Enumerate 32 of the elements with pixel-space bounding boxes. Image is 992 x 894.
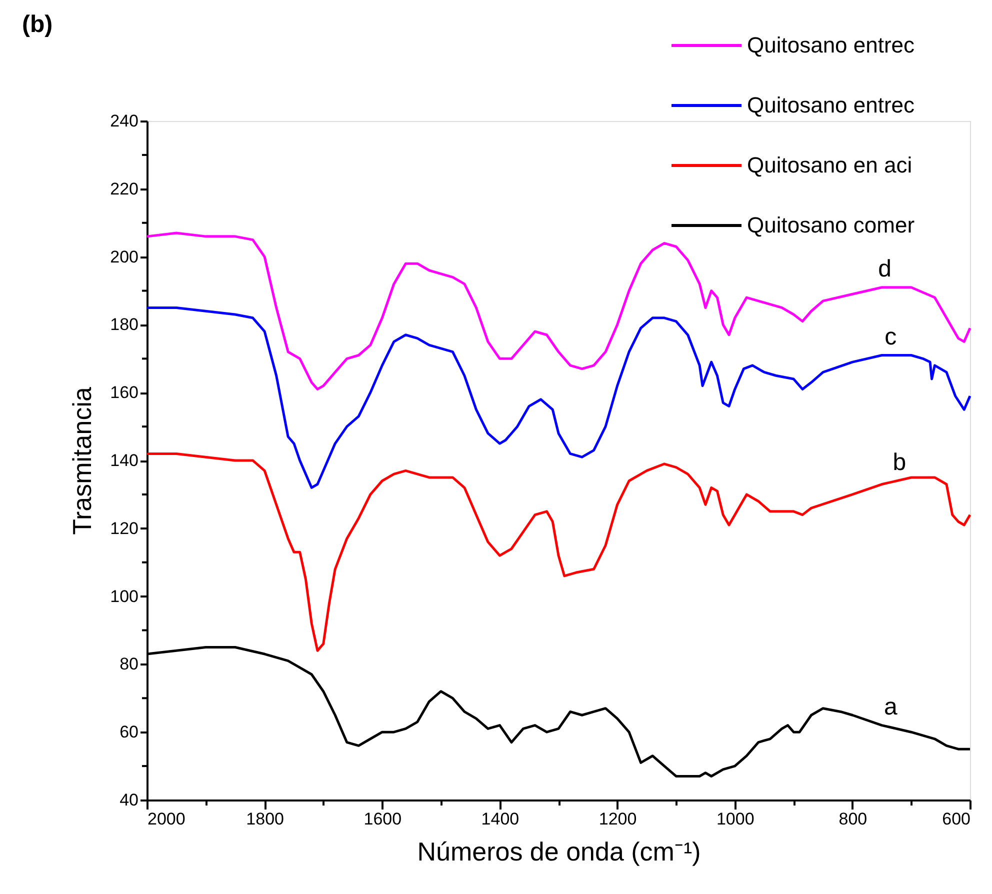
x-tick-label: 1200: [598, 810, 637, 828]
y-axis-title: Trasmitancia: [67, 386, 98, 535]
legend-label: Quitosano comer: [747, 212, 915, 238]
y-tick-label: 200: [110, 247, 138, 266]
line-series: [146, 306, 972, 489]
y-tick-label: 240: [110, 112, 138, 130]
x-tick-label: 800: [838, 810, 868, 828]
x-tick-label: 600: [942, 810, 970, 828]
y-tick-label: 40: [120, 790, 138, 810]
y-tick-label: 140: [110, 451, 138, 470]
y-tick-label: 180: [110, 315, 138, 334]
legend-label: Quitosano entrec: [747, 92, 915, 118]
y-tick-label: 160: [110, 383, 138, 402]
y-tick-label: 120: [110, 518, 138, 538]
y-tick-label: 100: [110, 586, 138, 606]
line-series: [146, 452, 972, 652]
annotation: d: [878, 255, 892, 282]
x-tick-label: 1600: [364, 810, 402, 828]
x-tick-label: 2000: [148, 810, 186, 828]
annotation: a: [884, 693, 898, 720]
annotation: b: [892, 448, 906, 476]
y-tick-label: 80: [120, 654, 138, 674]
x-tick-label: 1000: [716, 810, 754, 828]
chart-title: (b): [22, 11, 53, 38]
annotation: c: [884, 323, 897, 350]
legend-label: Quitosano entrec: [747, 32, 915, 58]
legend-label: Quitosano en aci: [747, 152, 912, 178]
y-tick-label: 60: [120, 722, 138, 742]
x-tick-label: 1800: [246, 810, 284, 828]
y-tick-label: 220: [110, 179, 138, 198]
x-tick-label: 1400: [481, 810, 520, 828]
x-axis-title: Números de onda (cm⁻¹): [417, 836, 701, 866]
